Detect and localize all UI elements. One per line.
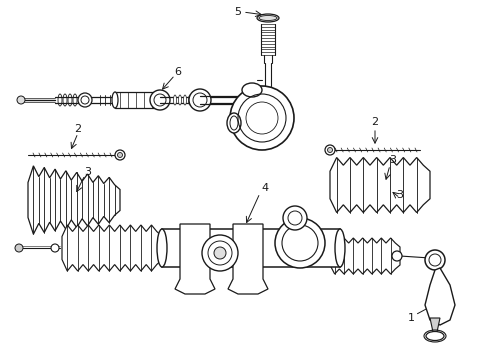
Text: 1: 1 xyxy=(408,313,415,323)
Ellipse shape xyxy=(157,229,167,267)
Text: 4: 4 xyxy=(262,183,269,193)
Circle shape xyxy=(230,86,294,150)
Bar xyxy=(162,229,340,267)
Circle shape xyxy=(15,244,23,252)
Ellipse shape xyxy=(73,94,77,106)
Circle shape xyxy=(150,90,170,110)
Circle shape xyxy=(189,89,211,111)
Circle shape xyxy=(115,150,125,160)
Circle shape xyxy=(214,247,226,259)
Bar xyxy=(115,92,160,108)
Polygon shape xyxy=(425,268,455,325)
Text: 6: 6 xyxy=(174,67,181,77)
Polygon shape xyxy=(62,225,162,271)
Polygon shape xyxy=(330,238,400,274)
Circle shape xyxy=(78,93,92,107)
Polygon shape xyxy=(430,318,440,332)
Ellipse shape xyxy=(63,94,67,106)
Circle shape xyxy=(325,145,335,155)
Ellipse shape xyxy=(58,94,62,106)
Ellipse shape xyxy=(183,95,187,105)
Ellipse shape xyxy=(173,95,176,105)
Ellipse shape xyxy=(426,332,444,341)
Polygon shape xyxy=(175,224,215,294)
Ellipse shape xyxy=(178,95,181,105)
Text: 5: 5 xyxy=(235,7,242,17)
Circle shape xyxy=(275,218,325,268)
Polygon shape xyxy=(228,224,268,294)
Ellipse shape xyxy=(157,92,163,108)
Circle shape xyxy=(425,250,445,270)
Text: 3: 3 xyxy=(84,167,92,177)
Circle shape xyxy=(17,96,25,104)
Circle shape xyxy=(283,206,307,230)
Ellipse shape xyxy=(68,94,72,106)
Text: 3: 3 xyxy=(396,190,403,200)
Ellipse shape xyxy=(194,95,196,105)
Text: 3: 3 xyxy=(390,155,396,165)
Ellipse shape xyxy=(335,229,345,267)
Ellipse shape xyxy=(242,83,262,97)
Text: 2: 2 xyxy=(371,117,379,127)
Ellipse shape xyxy=(227,113,241,133)
Polygon shape xyxy=(28,166,120,234)
Circle shape xyxy=(118,153,122,158)
Ellipse shape xyxy=(257,14,279,22)
Circle shape xyxy=(51,244,59,252)
Polygon shape xyxy=(330,158,430,212)
Ellipse shape xyxy=(189,95,192,105)
Circle shape xyxy=(327,148,333,153)
Ellipse shape xyxy=(112,92,118,108)
Circle shape xyxy=(392,251,402,261)
Text: 2: 2 xyxy=(74,124,81,134)
Circle shape xyxy=(202,235,238,271)
